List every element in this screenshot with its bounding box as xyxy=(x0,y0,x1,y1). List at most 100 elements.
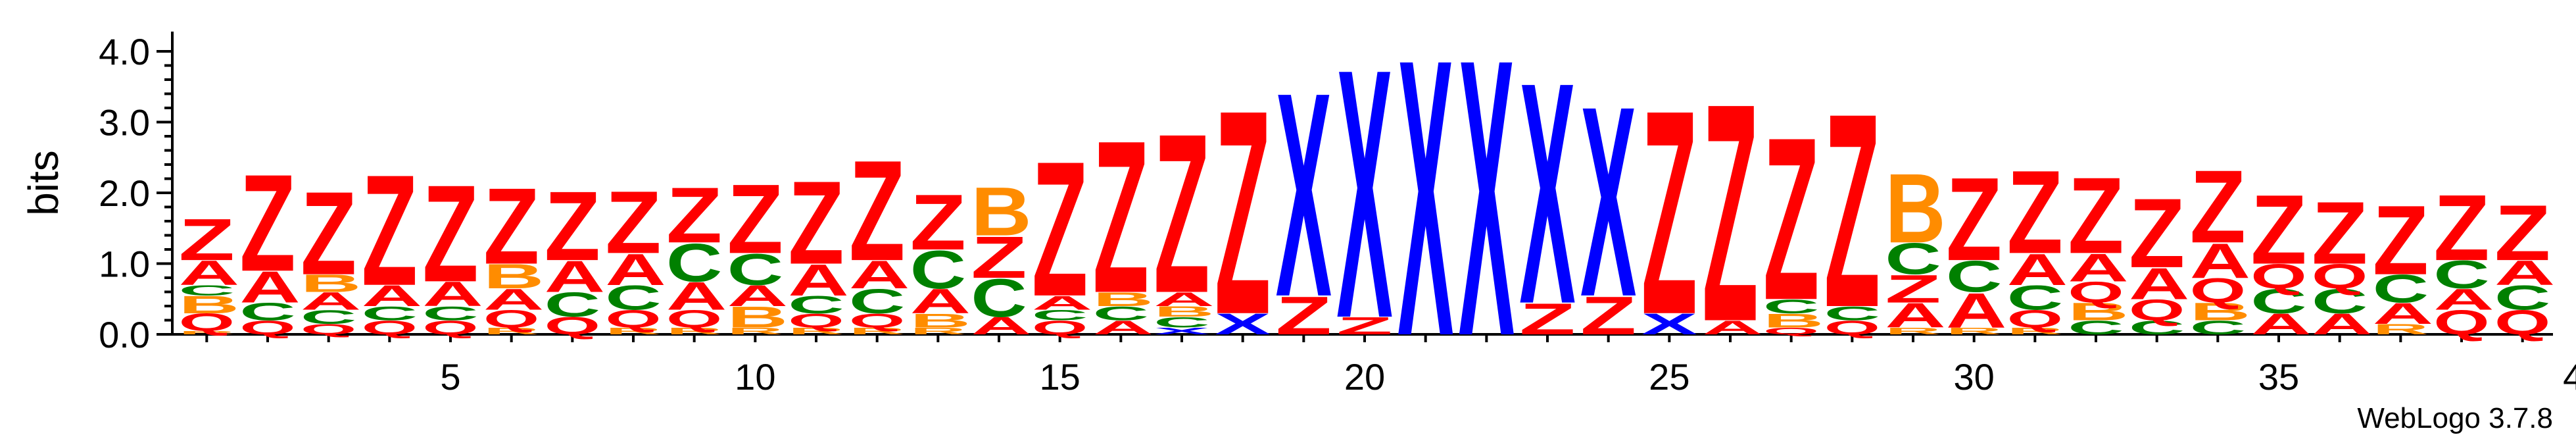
logo-letter-q: Q xyxy=(849,309,905,332)
logo-letter-a: A xyxy=(1946,283,2006,338)
logo-letter-z: Z xyxy=(1154,86,1209,340)
logo-letter-b: B xyxy=(2068,298,2128,326)
logo-letter-q: Q xyxy=(1032,317,1088,339)
logo-letter-a: A xyxy=(1093,317,1154,339)
logo-letter-r: R xyxy=(2007,325,2063,336)
logo-letter-z: Z xyxy=(1641,49,1697,375)
logo-letter-c: C xyxy=(545,286,600,324)
logo-letter-x: X xyxy=(1336,0,1393,393)
logo-letter-q: Q xyxy=(2494,303,2550,342)
logo-letter-c: C xyxy=(2494,278,2550,317)
logo-letter-c: C xyxy=(605,278,661,317)
logo-letter-a: A xyxy=(2190,234,2250,289)
logo-letter-q: Q xyxy=(1763,325,1819,336)
logo-letter-x: X xyxy=(1215,308,1271,341)
logo-letter-a: A xyxy=(1885,296,1945,335)
logo-letter-q: Q xyxy=(605,305,661,333)
logo-letter-q: Q xyxy=(179,309,235,336)
logo-letter-z: Z xyxy=(1519,295,1575,344)
logo-letter-c: C xyxy=(2129,317,2185,338)
logo-letter-c: C xyxy=(362,303,418,324)
logo-letter-r: R xyxy=(2373,321,2429,338)
logo-letter-z: Z xyxy=(1580,286,1636,346)
logo-letter-c: C xyxy=(2068,317,2124,338)
logo-letter-q: Q xyxy=(666,305,722,333)
logo-letter-a: A xyxy=(422,275,483,314)
logo-letter-b: B xyxy=(1885,153,1945,264)
logo-letter-q: Q xyxy=(483,305,539,333)
logo-letter-z: Z xyxy=(605,173,661,272)
logo-letter-r: R xyxy=(910,325,966,336)
logo-letter-a: A xyxy=(910,282,971,321)
logo-letter-x: X xyxy=(1580,49,1637,353)
logo-letter-z: Z xyxy=(2129,178,2185,288)
logo-letter-b: B xyxy=(301,270,361,297)
logo-letter-z: Z xyxy=(849,130,905,290)
logo-letter-q: Q xyxy=(2007,305,2063,333)
logo-letter-a: A xyxy=(2129,259,2189,309)
logo-letter-z: Z xyxy=(179,207,235,272)
logo-letter-c: C xyxy=(301,306,356,328)
x-tick-label: 30 xyxy=(1954,356,1995,398)
x-tick-label: 10 xyxy=(735,356,775,398)
logo-letter-z: Z xyxy=(788,157,844,289)
logo-letter-z: Z xyxy=(2494,188,2550,277)
logo-letter-c: C xyxy=(2373,267,2429,311)
x-tick-label: 15 xyxy=(1040,356,1081,398)
logo-letter-z: Z xyxy=(2190,148,2246,265)
logo-letter-z: Z xyxy=(971,224,1027,290)
logo-letter-c: C xyxy=(1824,303,1880,324)
logo-letter-z: Z xyxy=(727,164,783,274)
logo-letter-z: Z xyxy=(362,142,418,319)
logo-letter-r: R xyxy=(483,325,539,336)
logo-letter-a: A xyxy=(362,280,422,313)
logo-letter-c: C xyxy=(1763,296,1819,317)
x-axis: 5 10 15 20 25 30 35 40 xyxy=(172,333,2576,398)
logo-letter-c: C xyxy=(971,268,1027,328)
logo-letter-c: C xyxy=(666,232,722,293)
logo-letter-q: Q xyxy=(545,313,600,340)
logo-letter-a: A xyxy=(483,283,544,316)
logo-letter-r: R xyxy=(1946,325,2002,336)
logo-letter-q: Q xyxy=(2190,272,2246,311)
logo-letter-c: C xyxy=(2190,317,2246,338)
logo-letter-c: C xyxy=(2433,253,2489,297)
x-tick-label: 5 xyxy=(440,356,460,398)
logo-letter-c: C xyxy=(1093,303,1149,324)
logo-letter-z: Z xyxy=(301,167,356,299)
logo-letter-q: Q xyxy=(1824,317,1880,339)
logo-letter-b: B xyxy=(483,257,544,296)
logo-letter-z: Z xyxy=(483,167,539,288)
logo-letter-c: C xyxy=(1154,314,1209,330)
logo-letter-x: X xyxy=(1459,0,1515,419)
logo-letter-q: Q xyxy=(2433,303,2489,342)
x-tick-label: 25 xyxy=(1649,356,1689,398)
logo-letter-c: C xyxy=(1885,234,1941,284)
logo-letter-c: C xyxy=(1032,307,1088,323)
logo-letter-c: C xyxy=(422,303,478,324)
logo-letter-z: Z xyxy=(1885,267,1941,311)
x-tick-label: 35 xyxy=(2258,356,2299,398)
logo-letter-b: B xyxy=(179,291,239,319)
logo-letter-b: B xyxy=(2190,298,2250,326)
logo-letter-r: R xyxy=(605,325,661,336)
y-tick-label: 0.0 xyxy=(99,314,150,355)
logo-letter-q: Q xyxy=(788,309,844,332)
logo-letter-q: Q xyxy=(2129,294,2185,327)
logo-letter-z: Z xyxy=(910,178,966,267)
logo-letter-r: R xyxy=(666,325,722,336)
logo-letter-z: Z xyxy=(2250,174,2306,285)
logo-letter-q: Q xyxy=(239,317,295,339)
logo-letter-q: Q xyxy=(362,317,418,339)
logo-letter-a: A xyxy=(727,280,788,313)
logo-letter-x: X xyxy=(1154,326,1209,337)
logo-letter-a: A xyxy=(849,253,910,297)
logo-letter-x: X xyxy=(1641,308,1697,341)
x-tick-label: 40 xyxy=(2563,356,2576,398)
logo-letter-z: Z xyxy=(1215,49,1271,375)
logo-letter-z: Z xyxy=(1276,286,1332,346)
logo-letter-z: Z xyxy=(1032,120,1088,336)
logo-letter-z: Z xyxy=(422,157,478,311)
weblogo-credit: WebLogo 3.7.8 xyxy=(2357,402,2553,434)
